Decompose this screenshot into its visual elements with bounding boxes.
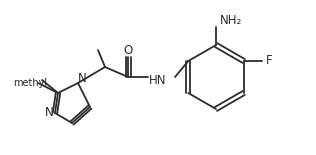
Text: HN: HN bbox=[149, 75, 167, 88]
Text: N: N bbox=[45, 106, 53, 120]
Text: N: N bbox=[78, 71, 86, 84]
Text: F: F bbox=[265, 55, 272, 67]
Text: methyl: methyl bbox=[13, 78, 47, 88]
Text: NH₂: NH₂ bbox=[220, 13, 242, 27]
Text: O: O bbox=[123, 44, 133, 57]
